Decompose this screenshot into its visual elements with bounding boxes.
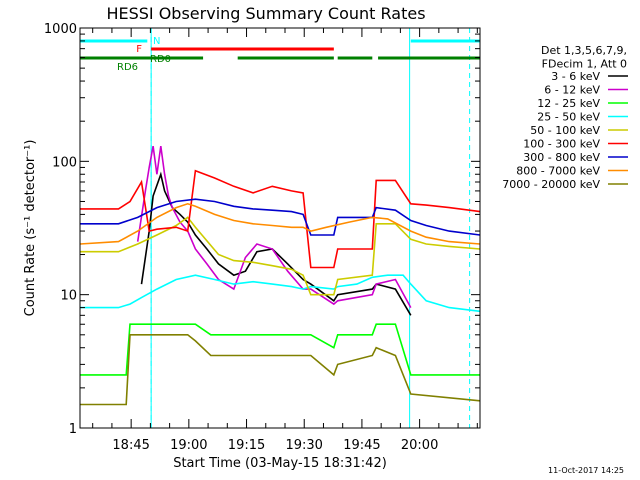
legend-label: 50 - 100 keV [530, 124, 600, 137]
x-tick-label: 20:00 [401, 438, 438, 453]
series-line [80, 333, 481, 406]
legend-header: FDecim 1, Att 0 [542, 58, 627, 71]
series-2 [80, 323, 480, 376]
series-0 [140, 171, 412, 316]
x-tick-label: 18:45 [112, 438, 149, 453]
legend-label: 100 - 300 keV [523, 138, 600, 151]
flag-label: RD0 [150, 54, 171, 65]
legend-label: 300 - 800 keV [523, 151, 600, 164]
series-line [80, 198, 481, 236]
series-line [140, 171, 412, 316]
y-axis-label: Count Rate (s⁻¹ detector⁻¹) [23, 140, 38, 317]
y-tick-label: 10 [60, 289, 77, 304]
series-8 [80, 333, 481, 406]
plot-frame [79, 27, 481, 429]
x-tick-label: 19:30 [285, 438, 322, 453]
x-axis-label: Start Time (03-May-15 18:31:42) [173, 456, 387, 471]
series-7 [79, 202, 481, 245]
legend-label: 6 - 12 keV [544, 84, 600, 97]
timestamp: 11-Oct-2017 14:25 [548, 466, 624, 475]
x-tick-label: 19:00 [170, 438, 207, 453]
chart-title: HESSI Observing Summary Count Rates [106, 4, 425, 23]
series-line [136, 145, 412, 308]
series-3 [80, 274, 481, 313]
legend-label: 3 - 6 keV [551, 70, 600, 83]
legend-header: Det 1,3,5,6,7,9, [541, 44, 627, 57]
y-tick-label: 1 [69, 422, 77, 437]
legend-label: 12 - 25 keV [537, 97, 600, 110]
legend-label: 25 - 50 keV [537, 111, 600, 124]
y-tick-label: 100 [52, 155, 77, 170]
legend-label: 800 - 7000 keV [516, 165, 600, 178]
series-line [80, 323, 480, 376]
flag-label: F [136, 44, 142, 55]
series-line [80, 274, 481, 313]
x-tick-label: 19:45 [343, 438, 380, 453]
series-5 [80, 169, 481, 269]
y-tick-label: 1000 [44, 22, 77, 37]
legend-label: 7000 - 20000 keV [502, 178, 600, 191]
series-6 [80, 198, 481, 236]
x-tick-label: 19:15 [228, 438, 265, 453]
series-1 [136, 145, 412, 308]
flag-label: RD6 [117, 62, 138, 73]
series-line [80, 169, 481, 269]
series-line [79, 202, 481, 245]
flag-label: N [153, 36, 160, 47]
